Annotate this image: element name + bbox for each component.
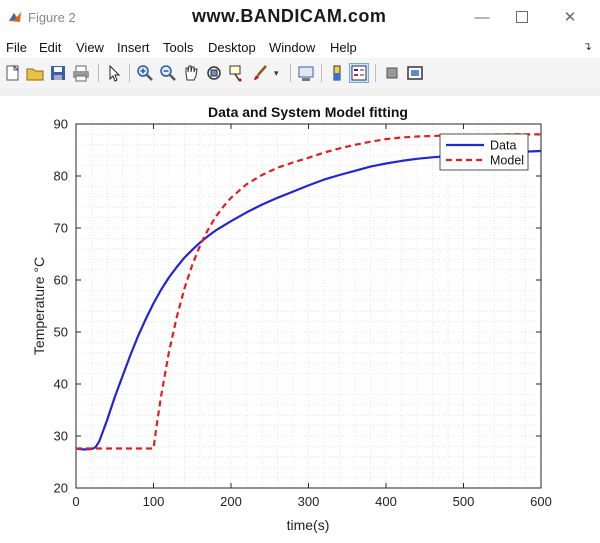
figure-canvas: 0 100 200 300 400 500 600 20 30 40 50 60 70 80 90 Data… [0,96,600,538]
menu-desktop[interactable]: Desktop [208,40,256,55]
data-cursor-icon[interactable] [228,64,246,82]
figure-toolbar: ▾ [0,58,600,89]
insert-colorbar-icon[interactable] [328,64,346,82]
save-icon[interactable] [49,64,67,82]
zoom-in-icon[interactable] [136,64,154,82]
menu-insert[interactable]: Insert [117,40,150,55]
pan-icon[interactable] [182,64,200,82]
x-axis-label: time(s) [287,517,330,533]
toolbar-separator [129,64,130,82]
y-tick-label: 70 [54,221,68,236]
insert-legend-icon[interactable] [349,63,369,83]
x-tick-label: 500 [453,494,475,509]
grid-lines [75,123,542,489]
series-line-data [75,149,542,451]
toolbar-separator [375,64,376,82]
legend-label-model: Model [490,154,524,168]
maximize-button[interactable] [506,6,538,28]
brush-icon[interactable] [251,64,269,82]
plot-svg: 0 100 200 300 400 500 600 20 30 40 50 60 70 80 90 Data… [31,104,552,533]
pointer-icon[interactable] [105,64,123,82]
minimize-icon: — [474,8,490,26]
x-tick-label: 600 [530,494,552,509]
link-plot-icon[interactable] [297,64,315,82]
matlab-app-icon [9,12,21,22]
close-button[interactable]: ✕ [554,6,586,28]
y-tick-label: 20 [54,481,68,496]
legend-label-data: Data [490,139,516,153]
menu-bar: File Edit View Insert Tools Desktop Wind… [0,36,600,58]
y-tick-label: 60 [54,273,68,288]
menu-help[interactable]: Help [330,40,357,55]
menu-file[interactable]: File [6,40,27,55]
brush-dropdown-icon[interactable]: ▾ [274,68,279,78]
window-titlebar: Figure 2 www.BANDICAM.com — ✕ [0,0,600,36]
hide-plot-tools-icon[interactable] [383,64,401,82]
y-tick-label: 30 [54,429,68,444]
maximize-icon [516,11,528,23]
tick-marks: 0 100 200 300 400 500 600 20 30 40 50 60 70 80 90 [54,117,552,510]
menu-tools[interactable]: Tools [163,40,194,55]
show-plot-tools-icon[interactable] [406,64,424,82]
zoom-out-icon[interactable] [159,64,177,82]
menu-view[interactable]: View [76,40,104,55]
legend-box [439,133,529,171]
x-tick-label: 300 [298,494,320,509]
x-tick-label: 100 [143,494,165,509]
dock-arrow-icon[interactable]: ↴ [582,41,592,53]
x-tick-label: 200 [220,494,242,509]
toolbar-separator [321,64,322,82]
close-icon: ✕ [563,9,577,26]
rotate-3d-icon[interactable] [205,64,223,82]
y-tick-label: 80 [54,169,68,184]
y-tick-label: 90 [54,117,68,132]
new-figure-icon[interactable] [4,64,22,82]
bandicam-watermark: www.BANDICAM.com [192,6,387,26]
x-tick-label: 400 [375,494,397,509]
open-file-icon[interactable] [26,64,44,82]
toolbar-separator [98,64,99,82]
y-tick-label: 40 [54,377,68,392]
toolbar-separator [290,64,291,82]
y-axis-label: Temperature °C [31,257,47,355]
minimize-button[interactable]: — [466,6,498,28]
y-tick-label: 50 [54,325,68,340]
menu-window[interactable]: Window [269,40,316,55]
window-title: Figure 2 [28,10,76,25]
menu-edit[interactable]: Edit [39,40,62,55]
x-tick-label: 0 [72,494,79,509]
print-icon[interactable] [72,64,90,82]
chart-title: Data and System Model fitting [208,104,408,120]
